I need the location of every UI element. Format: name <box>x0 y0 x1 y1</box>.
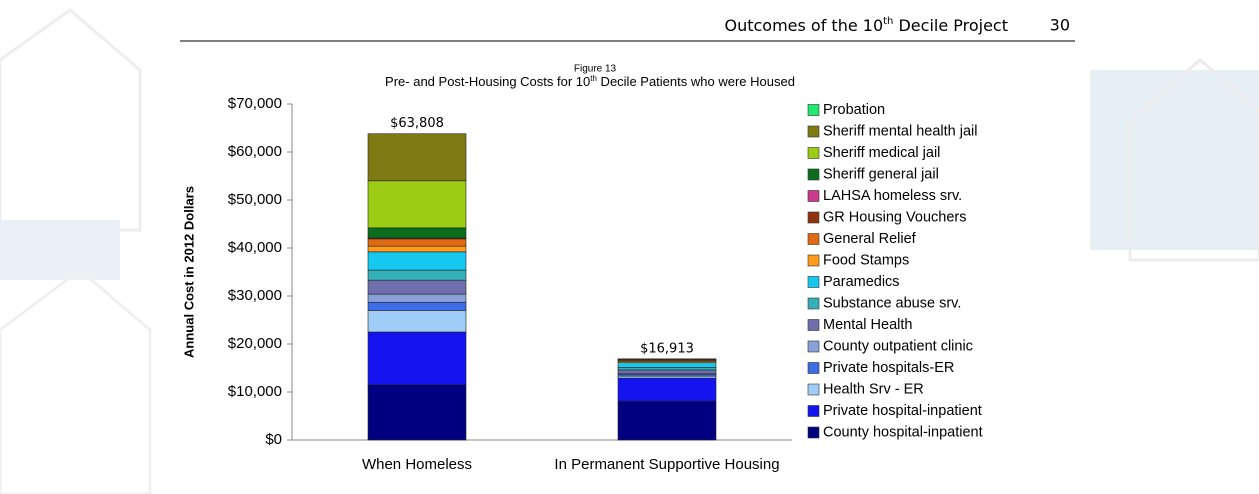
legend-swatch <box>808 320 819 331</box>
page-number: 30 <box>1050 16 1070 35</box>
legend-swatch <box>808 191 819 202</box>
legend-label: County outpatient clinic <box>823 338 973 354</box>
legend-label: Paramedics <box>823 274 900 290</box>
legend-swatch <box>808 427 819 438</box>
legend-swatch <box>808 148 819 159</box>
total-label: $16,913 <box>640 341 694 356</box>
legend-label: Sheriff mental health jail <box>823 123 978 139</box>
bar-segment <box>368 252 466 270</box>
bar-segment <box>618 370 716 374</box>
y-tick-label: $0 <box>265 431 282 448</box>
legend-swatch <box>808 363 819 374</box>
bar-segment <box>368 280 466 294</box>
y-tick-label: $30,000 <box>228 287 282 304</box>
legend-label: Sheriff medical jail <box>823 145 940 161</box>
legend-label: Private hospital-inpatient <box>823 403 982 419</box>
bar-segment <box>368 228 466 238</box>
legend-label: Substance abuse srv. <box>823 295 961 311</box>
legend-label: Private hospitals-ER <box>823 360 954 376</box>
bar-segment <box>618 368 716 370</box>
y-tick-label: $50,000 <box>228 191 282 208</box>
legend-label: County hospital-inpatient <box>823 424 983 440</box>
bar-segment <box>368 134 466 181</box>
bar-segment <box>618 363 716 368</box>
y-tick-label: $20,000 <box>228 335 282 352</box>
legend-swatch <box>808 277 819 288</box>
x-tick-label: When Homeless <box>297 456 537 474</box>
bar-segment <box>618 401 716 440</box>
legend-label: General Relief <box>823 231 917 247</box>
chart-title: Pre- and Post-Housing Costs for 10th Dec… <box>385 74 795 90</box>
legend-swatch <box>808 234 819 245</box>
bar-segment <box>368 294 466 302</box>
legend-label: GR Housing Vouchers <box>823 209 966 225</box>
bar-segment <box>368 385 466 440</box>
total-label: $63,808 <box>390 116 444 131</box>
chart: Outcomes of the 10th Decile Project 30 F… <box>0 0 1259 494</box>
legend-swatch <box>808 298 819 309</box>
x-tick-label: In Permanent Supportive Housing <box>547 456 787 474</box>
header-title: Outcomes of the 10th Decile Project <box>724 16 1008 35</box>
legend-label: Health Srv - ER <box>823 381 924 397</box>
legend-swatch <box>808 255 819 266</box>
bar-segment <box>368 246 466 252</box>
y-tick-label: $10,000 <box>228 383 282 400</box>
legend-swatch <box>808 105 819 116</box>
legend-swatch <box>808 384 819 395</box>
legend-label: Probation <box>823 102 885 118</box>
bar-segment <box>368 310 466 332</box>
legend-label: Sheriff general jail <box>823 166 939 182</box>
y-tick-label: $60,000 <box>228 143 282 160</box>
bar-segment <box>368 239 466 246</box>
legend-label: Mental Health <box>823 317 912 333</box>
bar-segment <box>618 359 716 360</box>
legend-label: LAHSA homeless srv. <box>823 188 962 204</box>
y-axis-title: Annual Cost in 2012 Dollars <box>181 186 196 358</box>
bar-segment <box>368 302 466 310</box>
page: Outcomes of the 10th Decile Project 30 F… <box>0 0 1259 494</box>
y-tick-label: $70,000 <box>228 95 282 112</box>
legend-swatch <box>808 406 819 417</box>
legend-swatch <box>808 169 819 180</box>
legend-swatch <box>808 212 819 223</box>
bar-segment <box>368 270 466 280</box>
bar-segment <box>368 181 466 228</box>
bar-segment <box>618 378 716 401</box>
legend-label: Food Stamps <box>823 252 909 268</box>
legend-swatch <box>808 341 819 352</box>
legend-swatch <box>808 126 819 137</box>
y-tick-label: $40,000 <box>228 239 282 256</box>
bar-segment <box>368 332 466 385</box>
